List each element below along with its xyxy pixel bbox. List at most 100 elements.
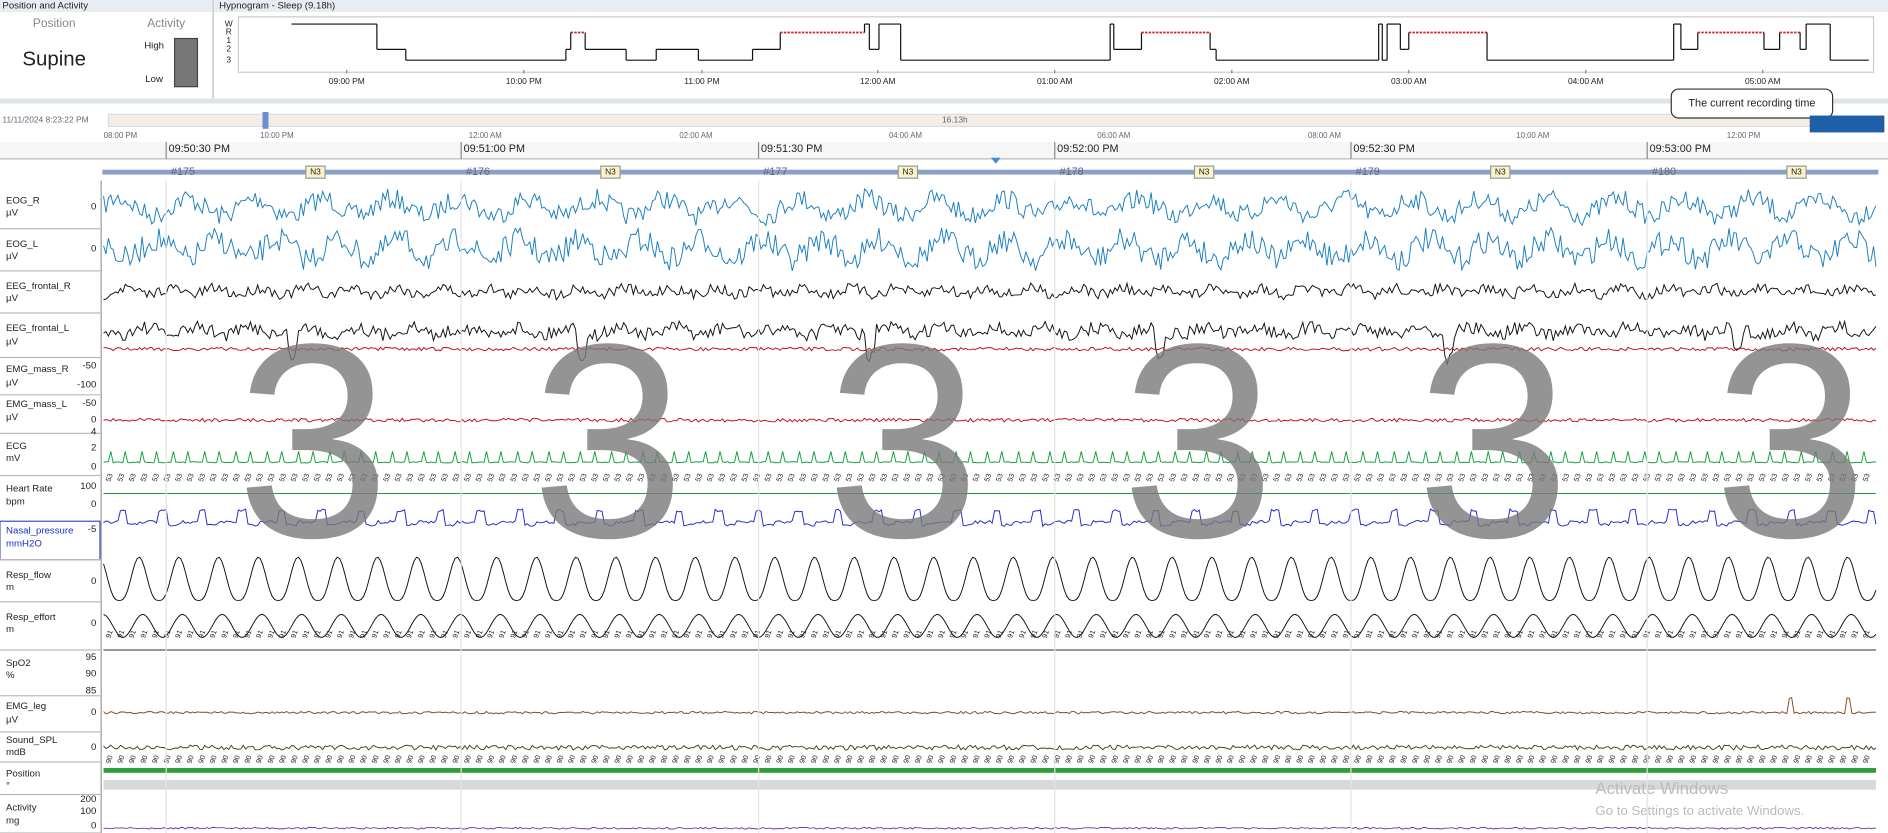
spo2-label: 91 bbox=[1271, 629, 1282, 640]
position-label: 90 bbox=[543, 754, 554, 765]
spo2-label: 91 bbox=[786, 629, 797, 640]
spo2-label: 91 bbox=[369, 629, 380, 640]
channel-unit: µV bbox=[6, 412, 19, 423]
stage-overlay: 3 bbox=[236, 286, 390, 596]
scale-label: 0 bbox=[91, 742, 96, 753]
ruler-time: 09:52:00 PM bbox=[1057, 143, 1118, 155]
spo2-label: 91 bbox=[971, 629, 982, 640]
hr-label: 53 bbox=[774, 472, 785, 483]
signal-trace bbox=[103, 556, 1877, 601]
hypnogram-frame bbox=[237, 16, 1875, 73]
hr-label: 53 bbox=[369, 472, 380, 483]
hr-label: 53 bbox=[1063, 472, 1074, 483]
spo2-label: 91 bbox=[1687, 629, 1698, 640]
spo2-label: 91 bbox=[346, 629, 357, 640]
position-label: 90 bbox=[843, 754, 854, 765]
spo2-label: 91 bbox=[1629, 629, 1640, 640]
ruler-time: 09:52:30 PM bbox=[1353, 143, 1414, 155]
position-label: 90 bbox=[346, 754, 357, 765]
spo2-label: 91 bbox=[716, 629, 727, 640]
position-label: 90 bbox=[809, 754, 820, 765]
hr-label: 53 bbox=[485, 472, 496, 483]
spo2-label: 91 bbox=[1710, 629, 1721, 640]
hr-label: 53 bbox=[971, 472, 982, 483]
stage-overlay: 3 bbox=[1416, 286, 1570, 596]
label: High bbox=[144, 40, 164, 51]
spo2-label: 91 bbox=[1155, 629, 1166, 640]
spo2-label: 91 bbox=[982, 629, 993, 640]
position-label: 90 bbox=[1444, 754, 1455, 765]
position-label: 90 bbox=[1757, 754, 1768, 765]
ruler-time: 09:51:30 PM bbox=[761, 143, 822, 155]
spo2-label: 91 bbox=[797, 629, 808, 640]
hr-label: 53 bbox=[1179, 472, 1190, 483]
position-label: 90 bbox=[427, 754, 438, 765]
position-label: 90 bbox=[1213, 754, 1224, 765]
hr-label: 53 bbox=[1548, 472, 1559, 483]
spo2-label: 91 bbox=[1791, 629, 1802, 640]
channel-unit: % bbox=[6, 670, 15, 681]
channel-name: Activity bbox=[6, 802, 37, 813]
epoch-stage: N3 bbox=[903, 166, 914, 176]
spo2-label: 91 bbox=[1259, 629, 1270, 640]
epoch-stage-box bbox=[1490, 165, 1511, 179]
position-label: 90 bbox=[1063, 754, 1074, 765]
position-label: 90 bbox=[1676, 754, 1687, 765]
time-label: 01:00 AM bbox=[1037, 76, 1073, 86]
position-label: 90 bbox=[705, 754, 716, 765]
epoch-bar bbox=[102, 169, 1879, 175]
position-label: 90 bbox=[196, 754, 207, 765]
hr-label: 53 bbox=[705, 472, 716, 483]
position-label: 90 bbox=[1306, 754, 1317, 765]
spo2-label: 91 bbox=[1236, 629, 1247, 640]
position-label: 90 bbox=[578, 754, 589, 765]
spo2-label: 91 bbox=[520, 629, 531, 640]
spo2-label: 91 bbox=[601, 629, 612, 640]
hr-label: 53 bbox=[520, 472, 531, 483]
epoch-stage-box bbox=[305, 165, 326, 179]
time-label: 05:00 AM bbox=[1745, 76, 1781, 86]
spo2-label: 91 bbox=[1595, 629, 1606, 640]
spo2-label: 91 bbox=[1051, 629, 1062, 640]
position-label: 90 bbox=[1722, 754, 1733, 765]
spo2-label: 91 bbox=[1525, 629, 1536, 640]
hr-label: 53 bbox=[751, 472, 762, 483]
position-label: 90 bbox=[231, 754, 242, 765]
hr-label: 53 bbox=[323, 472, 334, 483]
hr-label: 53 bbox=[1086, 472, 1097, 483]
position-label: 90 bbox=[254, 754, 265, 765]
overview-cursor[interactable] bbox=[262, 111, 269, 129]
time-label: 12:00 AM bbox=[860, 76, 896, 86]
position-label: 90 bbox=[1283, 754, 1294, 765]
hr-label: 53 bbox=[601, 472, 612, 483]
position-label: 90 bbox=[728, 754, 739, 765]
position-label: 90 bbox=[1861, 754, 1872, 765]
hr-label: 53 bbox=[947, 472, 958, 483]
spo2-label: 91 bbox=[693, 629, 704, 640]
label: Activity bbox=[147, 16, 185, 30]
hr-label: 53 bbox=[1202, 472, 1213, 483]
overview-time: 12:00 AM bbox=[469, 131, 502, 140]
position-label: 90 bbox=[1352, 754, 1363, 765]
epoch-number: #179 bbox=[1356, 166, 1380, 178]
position-label: 90 bbox=[1826, 754, 1837, 765]
position-label: 90 bbox=[1340, 754, 1351, 765]
spo2-label: 91 bbox=[1537, 629, 1548, 640]
hr-label: 53 bbox=[184, 472, 195, 483]
channel-name: Resp_flow bbox=[6, 570, 51, 581]
overview-time: 04:00 AM bbox=[889, 131, 922, 140]
hr-label: 53 bbox=[1236, 472, 1247, 483]
position-label: 90 bbox=[832, 754, 843, 765]
hr-label: 53 bbox=[797, 472, 808, 483]
channel-unit: mg bbox=[6, 816, 19, 827]
hr-label: 53 bbox=[762, 472, 773, 483]
position-label: 90 bbox=[866, 754, 877, 765]
hr-label: 53 bbox=[1075, 472, 1086, 483]
spo2-label: 91 bbox=[1641, 629, 1652, 640]
epoch-stage-box bbox=[897, 165, 919, 179]
channel-name: EOG_R bbox=[6, 196, 40, 207]
channel-name: Nasal_pressure bbox=[6, 525, 73, 536]
position-label: 90 bbox=[820, 754, 831, 765]
position-label: 90 bbox=[1780, 754, 1791, 765]
position-label: 90 bbox=[416, 754, 427, 765]
